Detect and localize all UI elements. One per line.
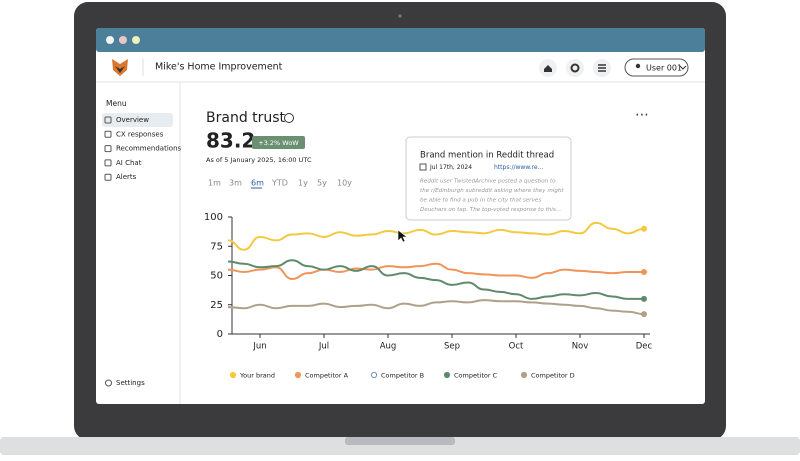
tooltip-line: the r/Edinburgh subreddit asking where t… xyxy=(420,188,564,194)
y-tick-label: 75 xyxy=(210,241,223,252)
range-buttons: 1m 3m 6m YTD 1y 5y 10y xyxy=(208,179,352,189)
y-tick-label: 100 xyxy=(204,212,223,223)
sidebar-item[interactable]: Recommendations xyxy=(116,145,182,153)
tooltip-line: be able to find a pub in the city that s… xyxy=(420,198,541,204)
legend-label[interactable]: Your brand xyxy=(239,372,275,380)
range-button[interactable]: 10y xyxy=(337,179,352,188)
user-icon xyxy=(635,63,641,69)
y-tick-label: 50 xyxy=(210,271,223,282)
tooltip-title: Brand mention in Reddit thread xyxy=(420,151,554,161)
home-icon xyxy=(544,65,552,72)
more-menu[interactable]: ⋯ xyxy=(635,107,649,123)
metric-value: 83.2 xyxy=(206,129,255,153)
item-icon xyxy=(104,116,112,124)
series-line xyxy=(227,299,645,316)
as-of: As of 5 January 2025, 16:00 UTC xyxy=(206,156,312,164)
window-dot[interactable] xyxy=(132,36,140,44)
badge-text: +3.2% WoW xyxy=(258,139,299,147)
chevron xyxy=(679,65,687,70)
camera xyxy=(398,14,402,18)
y-tick-label: 25 xyxy=(210,300,223,311)
end-point xyxy=(641,311,647,318)
tooltip-line: Reddit user TwistedArchive posted a ques… xyxy=(420,179,556,185)
calendar-icon xyxy=(419,163,427,171)
range-button[interactable]: 1m xyxy=(208,179,221,188)
sidebar-item[interactable]: Overview xyxy=(116,116,149,124)
x-tick-label: Jun xyxy=(252,342,266,352)
settings-link[interactable]: Settings xyxy=(116,379,145,387)
cursor xyxy=(397,229,408,243)
badge xyxy=(252,136,305,149)
legend-marker xyxy=(229,371,237,379)
end-point xyxy=(641,225,647,232)
menu-heading: Menu xyxy=(106,99,127,108)
end-point xyxy=(641,295,647,302)
range-button[interactable]: 6m xyxy=(251,179,264,188)
tooltip-body: Reddit user TwistedArchive posted a ques… xyxy=(420,179,564,214)
title-bar xyxy=(96,28,705,52)
item-icon xyxy=(104,130,112,138)
tooltip-line: Deuchars on tap. The top-voted response … xyxy=(420,207,561,213)
sidebar-items: Overview CX responses Recommendations AI Ch… xyxy=(104,116,182,181)
window xyxy=(96,28,705,404)
range-button[interactable]: 1y xyxy=(298,179,308,188)
legend-marker xyxy=(370,371,378,379)
sidebar-item[interactable]: AI Chat xyxy=(116,159,142,167)
tooltip-link[interactable]: https://www.re... xyxy=(494,164,543,171)
x-tick-label: Oct xyxy=(509,342,524,352)
legend-marker xyxy=(520,371,528,379)
metric-title: Brand trust xyxy=(206,110,286,126)
gear-icon xyxy=(570,63,580,73)
legend-marker xyxy=(294,371,302,379)
y-tick-label: 0 xyxy=(217,329,223,340)
series-line xyxy=(227,259,644,300)
laptop-base xyxy=(0,437,800,455)
menu-icon xyxy=(598,64,606,72)
series-line xyxy=(227,221,645,251)
window-dot[interactable] xyxy=(119,36,127,44)
user-button[interactable] xyxy=(624,58,689,77)
x-tick-label: Nov xyxy=(572,342,589,352)
notch xyxy=(345,437,455,445)
legend-label[interactable]: Competitor A xyxy=(305,372,349,380)
company-name: Mike's Home Improvement xyxy=(155,62,283,73)
x-tick-label: Aug xyxy=(380,342,397,352)
settings-icon xyxy=(105,379,112,387)
item-icon xyxy=(104,173,112,181)
x-tick-label: Sep xyxy=(444,342,460,352)
item-icon xyxy=(104,145,112,153)
logo-detail xyxy=(115,66,125,73)
user-name: User 001 xyxy=(646,64,682,73)
sidebar-item[interactable]: CX responses xyxy=(116,130,164,138)
legend-label[interactable]: Competitor C xyxy=(454,372,498,380)
tooltip-date: Jul 17th, 2024 xyxy=(429,164,472,171)
settings-button[interactable] xyxy=(566,59,584,77)
x-tick-label: Dec xyxy=(636,342,653,352)
x-tick-label: Jul xyxy=(318,342,329,352)
sidebar-item[interactable]: Alerts xyxy=(116,173,137,181)
active-item xyxy=(102,113,173,127)
logo xyxy=(112,59,128,76)
range-button[interactable]: 3m xyxy=(229,179,242,188)
legend-label[interactable]: Competitor B xyxy=(381,372,424,380)
series-line xyxy=(227,262,644,281)
tooltip xyxy=(405,136,572,221)
item-icon xyxy=(104,159,112,167)
end-point xyxy=(641,268,647,275)
range-button[interactable]: YTD xyxy=(271,179,288,188)
window-dot[interactable] xyxy=(106,36,114,44)
chart: 0 25 50 75 100 Jun Jul Aug Sep Oct Nov Dec Your bran… xyxy=(204,212,653,380)
legend-marker xyxy=(443,371,451,379)
legend-label[interactable]: Competitor D xyxy=(531,372,575,380)
info-icon[interactable] xyxy=(284,113,294,123)
range-button[interactable]: 5y xyxy=(317,179,327,188)
